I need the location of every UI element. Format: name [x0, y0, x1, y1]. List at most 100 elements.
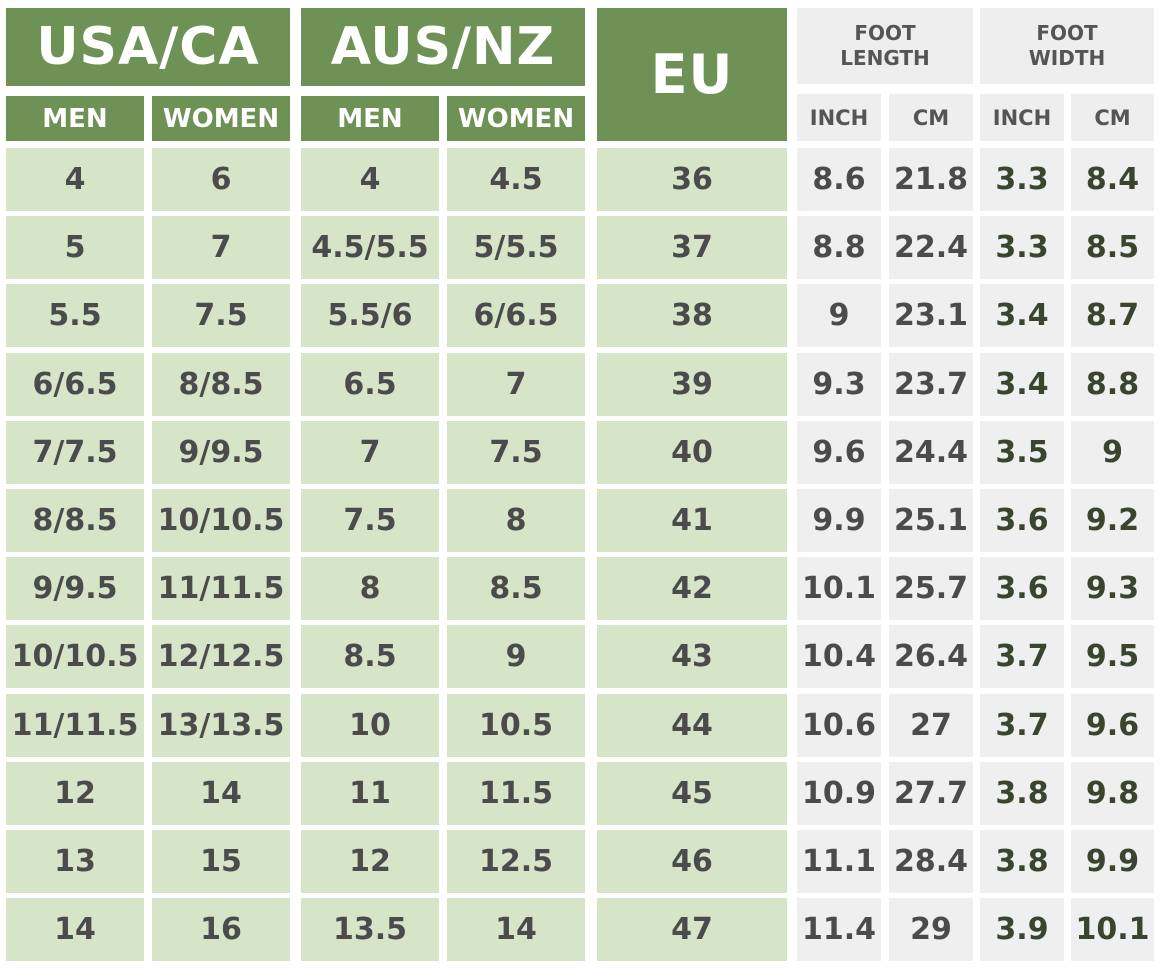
cell-len-inch: 10.4: [797, 625, 881, 688]
cell-au-women: 7: [447, 353, 585, 416]
cell-au-men: 6.5: [301, 353, 439, 416]
cell-wid-inch: 3.6: [980, 557, 1064, 620]
cell-us-men: 8/8.5: [6, 489, 144, 552]
cell-eu: 45: [597, 762, 787, 825]
cell-us-men: 11/11.5: [6, 694, 144, 757]
cell-wid-cm: 9.6: [1071, 694, 1154, 757]
subheader-width-cm: CM: [1071, 94, 1154, 141]
cell-wid-inch: 3.7: [980, 625, 1064, 688]
cell-wid-inch: 3.3: [980, 216, 1064, 279]
cell-eu: 41: [597, 489, 787, 552]
cell-wid-cm: 8.5: [1071, 216, 1154, 279]
cell-eu: 39: [597, 353, 787, 416]
cell-au-women: 12.5: [447, 830, 585, 893]
cell-wid-inch: 3.7: [980, 694, 1064, 757]
cell-wid-inch: 3.4: [980, 284, 1064, 347]
cell-len-cm: 25.7: [889, 557, 973, 620]
cell-wid-cm: 9.8: [1071, 762, 1154, 825]
cell-us-women: 16: [152, 898, 290, 961]
cell-wid-cm: 9.5: [1071, 625, 1154, 688]
header-foot-width-line1: FOOT: [1036, 21, 1098, 45]
cell-len-cm: 21.8: [889, 148, 973, 211]
cell-wid-inch: 3.5: [980, 421, 1064, 484]
subheader-au-men: MEN: [301, 96, 439, 141]
cell-wid-cm: 8.4: [1071, 148, 1154, 211]
cell-us-men: 9/9.5: [6, 557, 144, 620]
cell-us-women: 14: [152, 762, 290, 825]
cell-wid-inch: 3.8: [980, 762, 1064, 825]
cell-us-women: 6: [152, 148, 290, 211]
cell-au-men: 7: [301, 421, 439, 484]
cell-wid-inch: 3.4: [980, 353, 1064, 416]
cell-len-inch: 11.4: [797, 898, 881, 961]
cell-wid-cm: 9.2: [1071, 489, 1154, 552]
cell-len-cm: 24.4: [889, 421, 973, 484]
cell-wid-cm: 9.3: [1071, 557, 1154, 620]
cell-len-cm: 26.4: [889, 625, 973, 688]
cell-us-women: 15: [152, 830, 290, 893]
cell-au-men: 5.5/6: [301, 284, 439, 347]
cell-wid-cm: 9.9: [1071, 830, 1154, 893]
cell-us-women: 12/12.5: [152, 625, 290, 688]
cell-wid-cm: 10.1: [1071, 898, 1154, 961]
cell-wid-cm: 9: [1071, 421, 1154, 484]
cell-au-women: 7.5: [447, 421, 585, 484]
cell-wid-inch: 3.6: [980, 489, 1064, 552]
cell-len-cm: 27.7: [889, 762, 973, 825]
cell-us-women: 7.5: [152, 284, 290, 347]
cell-len-inch: 10.6: [797, 694, 881, 757]
cell-len-inch: 10.1: [797, 557, 881, 620]
cell-len-cm: 25.1: [889, 489, 973, 552]
cell-au-women: 8: [447, 489, 585, 552]
cell-au-women: 9: [447, 625, 585, 688]
cell-us-women: 9/9.5: [152, 421, 290, 484]
cell-au-women: 10.5: [447, 694, 585, 757]
cell-len-inch: 9: [797, 284, 881, 347]
cell-us-women: 13/13.5: [152, 694, 290, 757]
subheader-width-inch: INCH: [980, 94, 1064, 141]
cell-us-men: 5.5: [6, 284, 144, 347]
cell-eu: 46: [597, 830, 787, 893]
header-foot-length-line1: FOOT: [854, 21, 916, 45]
cell-au-men: 8.5: [301, 625, 439, 688]
cell-eu: 40: [597, 421, 787, 484]
cell-au-men: 8: [301, 557, 439, 620]
cell-wid-cm: 8.7: [1071, 284, 1154, 347]
cell-us-men: 5: [6, 216, 144, 279]
cell-au-women: 5/5.5: [447, 216, 585, 279]
header-eu: EU: [597, 8, 787, 141]
cell-au-women: 4.5: [447, 148, 585, 211]
cell-eu: 36: [597, 148, 787, 211]
cell-au-women: 11.5: [447, 762, 585, 825]
header-foot-length-line2: LENGTH: [840, 46, 930, 70]
cell-au-women: 6/6.5: [447, 284, 585, 347]
cell-au-men: 12: [301, 830, 439, 893]
cell-len-inch: 9.6: [797, 421, 881, 484]
subheader-us-men: MEN: [6, 96, 144, 141]
cell-eu: 38: [597, 284, 787, 347]
cell-len-cm: 22.4: [889, 216, 973, 279]
cell-len-inch: 11.1: [797, 830, 881, 893]
cell-len-inch: 9.9: [797, 489, 881, 552]
header-foot-length: FOOT LENGTH: [797, 8, 973, 84]
cell-wid-inch: 3.9: [980, 898, 1064, 961]
cell-us-men: 12: [6, 762, 144, 825]
cell-us-men: 13: [6, 830, 144, 893]
cell-len-cm: 27: [889, 694, 973, 757]
cell-us-men: 4: [6, 148, 144, 211]
cell-eu: 44: [597, 694, 787, 757]
subheader-length-inch: INCH: [797, 94, 881, 141]
cell-us-men: 14: [6, 898, 144, 961]
header-foot-width-line2: WIDTH: [1028, 46, 1106, 70]
header-aus-nz: AUS/NZ: [301, 8, 585, 86]
cell-au-women: 8.5: [447, 557, 585, 620]
cell-us-men: 10/10.5: [6, 625, 144, 688]
header-foot-width: FOOT WIDTH: [980, 8, 1154, 84]
cell-len-cm: 23.7: [889, 353, 973, 416]
cell-us-women: 8/8.5: [152, 353, 290, 416]
cell-eu: 37: [597, 216, 787, 279]
cell-wid-inch: 3.3: [980, 148, 1064, 211]
cell-au-men: 10: [301, 694, 439, 757]
cell-au-men: 4: [301, 148, 439, 211]
subheader-au-women: WOMEN: [447, 96, 585, 141]
